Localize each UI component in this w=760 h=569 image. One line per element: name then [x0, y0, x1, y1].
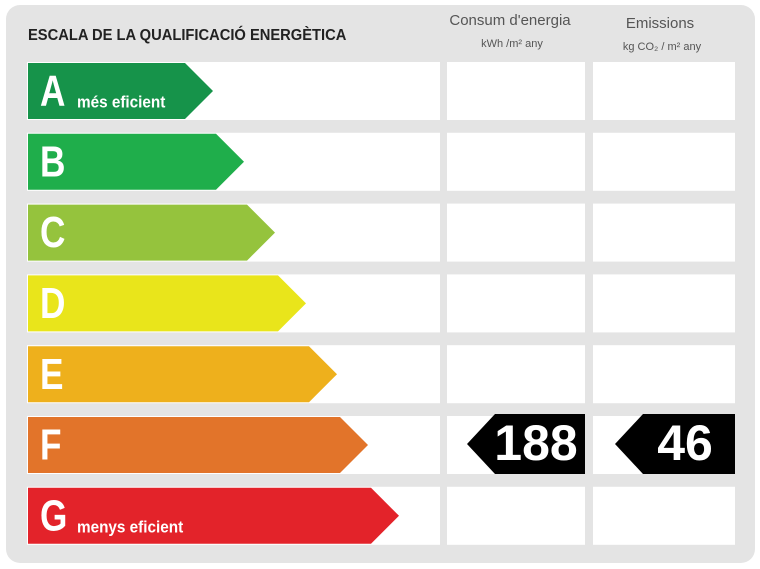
value-box — [447, 345, 585, 404]
value-box — [593, 274, 735, 333]
value-box — [447, 274, 585, 333]
label-title: ESCALA DE LA QUALIFICACIÓ ENERGÈTICA — [28, 26, 346, 45]
rating-arrow — [28, 346, 337, 403]
value-text: 46 — [657, 415, 713, 471]
value-box — [447, 203, 585, 262]
rating-letter: C — [40, 209, 65, 258]
value-box — [593, 203, 735, 262]
value-text: 188 — [494, 415, 577, 471]
column-unit: kg CO₂ / m² any — [623, 41, 702, 53]
column-title: Emissions — [626, 15, 694, 32]
rating-arrow — [28, 487, 399, 544]
column-title: Consum d'energia — [449, 12, 571, 29]
column-unit: kWh /m² any — [481, 38, 543, 50]
value-box — [447, 486, 585, 545]
value-box — [447, 132, 585, 191]
rating-letter: F — [40, 421, 62, 470]
rating-arrow — [28, 63, 213, 119]
rating-arrow — [28, 133, 244, 190]
value-box — [593, 345, 735, 404]
value-badge — [615, 414, 735, 474]
rating-arrow — [28, 204, 275, 261]
rating-note: més eficient — [77, 93, 166, 112]
value-box — [593, 62, 735, 120]
rating-letter: G — [40, 492, 67, 541]
rating-letter: B — [40, 138, 65, 187]
rating-letter: E — [40, 350, 63, 399]
rating-arrow — [28, 417, 368, 473]
value-badge — [467, 414, 585, 474]
value-box — [593, 486, 735, 545]
rating-letter: D — [40, 279, 65, 328]
value-box — [447, 62, 585, 120]
rating-arrow — [28, 275, 306, 332]
value-box — [593, 132, 735, 191]
rating-note: menys eficient — [77, 518, 184, 537]
rating-letter: A — [40, 67, 65, 116]
